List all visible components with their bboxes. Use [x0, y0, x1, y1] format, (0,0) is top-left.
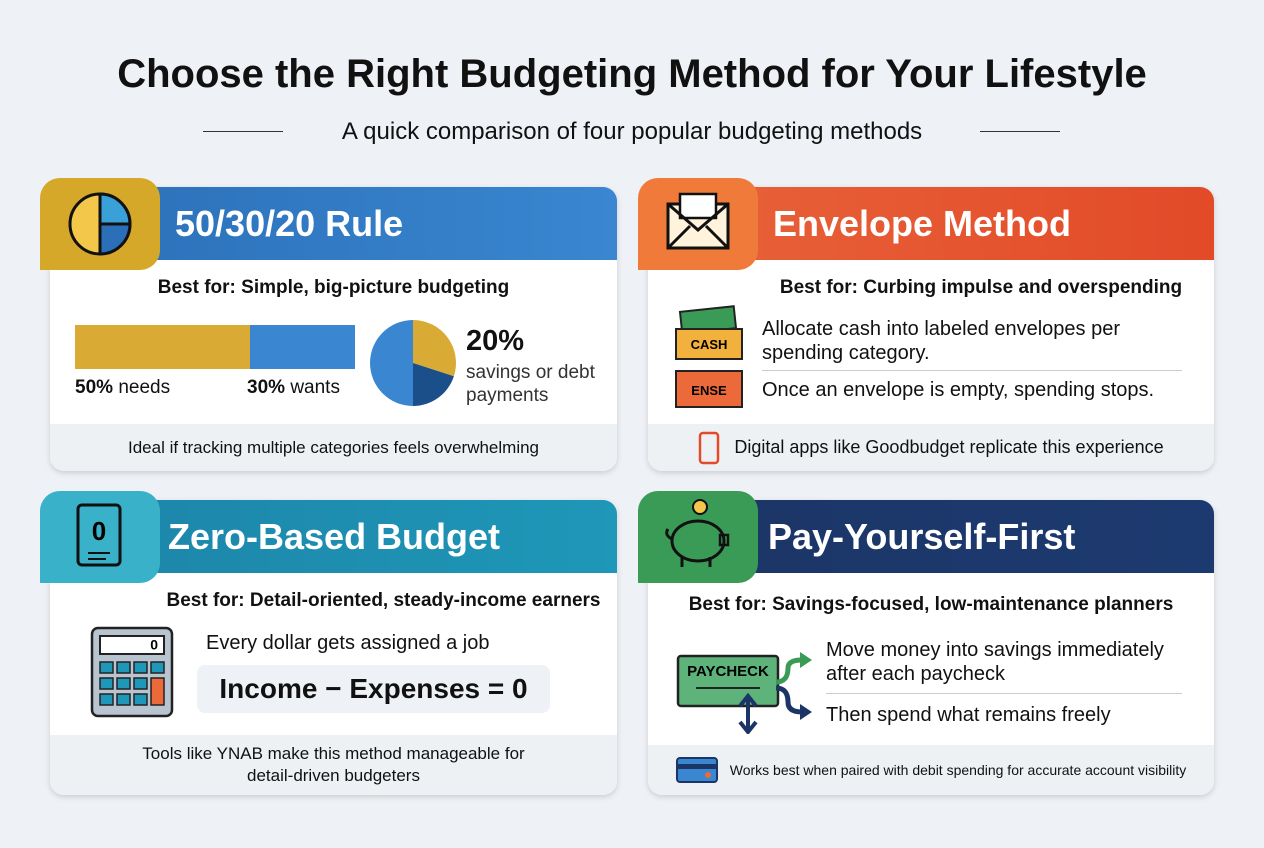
pie-icon — [68, 192, 132, 256]
percent: 30% — [247, 377, 286, 398]
separator — [826, 693, 1182, 694]
footer-text: Digital apps like Goodbudget replicate t… — [734, 437, 1164, 457]
footer-text: Ideal if tracking multiple categories fe… — [127, 437, 540, 457]
pie-slice — [413, 320, 456, 377]
icon-badge — [638, 491, 758, 583]
separator — [762, 370, 1182, 371]
pie-slice — [370, 320, 413, 406]
pie-slice — [413, 363, 454, 406]
label: savings or debt payments — [466, 362, 595, 406]
card-heading: Pay-Yourself-First — [768, 516, 1076, 557]
card-footer: Works best when paired with debit spendi… — [648, 745, 1214, 795]
percent: 20% — [466, 325, 525, 357]
paycheck-icon: PAYCHECK — [676, 652, 812, 734]
split-label: 50% needs — [75, 377, 170, 399]
calculator-display: 0 — [150, 637, 158, 653]
point: Once an envelope is empty, spending stop… — [762, 379, 1155, 401]
split-label: 30% wants — [247, 377, 340, 399]
icon-label: ENSE — [691, 383, 727, 398]
best-for: Best for: Curbing impulse and overspendi… — [779, 277, 1183, 298]
formula: Income − Expenses = 0 — [197, 665, 550, 713]
best-for: Best for: Simple, big-picture budgeting — [157, 277, 510, 298]
best-for: Best for: Savings-focused, low-maintenan… — [688, 594, 1174, 615]
divider — [980, 131, 1060, 132]
card-heading: Envelope Method — [773, 203, 1072, 244]
point: Move money into savings immediately afte… — [826, 639, 1164, 685]
card: 50/30/20 Rule Best for: Simple, big-pict… — [50, 187, 617, 471]
envelope-icons: CASH ENSE — [675, 305, 743, 408]
label: wants — [290, 377, 340, 398]
subtitle: A quick comparison of four popular budge… — [341, 118, 923, 145]
piggy-icon — [665, 499, 730, 567]
page-title: Choose the Right Budgeting Method for Yo… — [117, 52, 1147, 96]
card-footer: Ideal if tracking multiple categories fe… — [50, 424, 617, 471]
icon-badge — [638, 178, 758, 270]
card-heading: 50/30/20 Rule — [175, 203, 404, 244]
card-footer: Digital apps like Goodbudget replicate t… — [648, 424, 1214, 471]
icon-badge — [40, 178, 160, 270]
split-graphic — [75, 320, 456, 406]
percent: 50% — [75, 377, 114, 398]
point: Allocate cash into labeled envelopes per… — [762, 318, 1121, 364]
divider — [203, 131, 283, 132]
card-footer: Tools like YNAB make this method managea… — [50, 735, 617, 795]
card-icon — [675, 757, 718, 783]
best-for: Best for: Detail-oriented, steady-income… — [166, 590, 601, 611]
icon-label: PAYCHECK — [687, 663, 769, 680]
bar-segment — [250, 325, 355, 369]
point: Then spend what remains freely — [826, 704, 1111, 726]
bar-segment — [75, 325, 250, 369]
icon-badge: 0 — [40, 491, 160, 583]
envelope-icon — [666, 192, 730, 250]
calculator-icon: 0 — [90, 626, 174, 718]
footer-text: Tools like YNAB make this method managea… — [142, 744, 525, 785]
point: Every dollar gets assigned a job — [206, 632, 490, 654]
icon-label: CASH — [691, 337, 728, 352]
label: needs — [118, 377, 171, 398]
icon-label: 0 — [92, 516, 106, 546]
footer-text: Works best when paired with debit spendi… — [729, 762, 1187, 778]
card-heading: Zero-Based Budget — [168, 516, 501, 557]
document-icon: 0 — [76, 503, 122, 567]
phone-icon — [699, 431, 720, 464]
